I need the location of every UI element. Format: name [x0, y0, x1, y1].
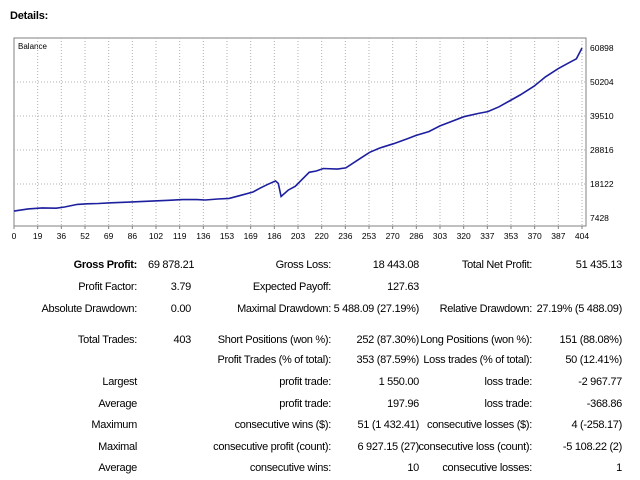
profit-factor-label: Profit Factor: — [78, 281, 137, 293]
absolute-drawdown-label: Absolute Drawdown: — [41, 303, 138, 315]
average-profit-value: 197.96 — [387, 398, 419, 410]
y-tick-label: 7428 — [590, 213, 609, 223]
x-tick-label: 203 — [291, 231, 305, 241]
y-tick-label: 39510 — [590, 111, 614, 121]
x-tick-label: 186 — [267, 231, 281, 241]
loss-trades-label: Loss trades (% of total): — [423, 354, 532, 366]
maximal-cons-profit-label: consecutive profit (count): — [213, 441, 331, 453]
x-tick-label: 136 — [196, 231, 210, 241]
average2-label: Average — [98, 462, 137, 474]
profit-trades-value: 353 (87.59%) — [356, 354, 420, 366]
short-positions-label: Short Positions (won %): — [217, 334, 332, 346]
gross-profit-label: Gross Profit: — [73, 259, 138, 271]
average-label: Average — [98, 398, 137, 410]
max-cons-losses-label: consecutive losses ($): — [427, 419, 532, 431]
expected-payoff-label: Expected Payoff: — [252, 281, 331, 293]
total-net-profit-label: Total Net Profit: — [461, 259, 532, 271]
average-loss-label: loss trade: — [484, 398, 533, 410]
maximal-cons-profit-value: 6 927.15 (27) — [357, 441, 419, 453]
x-tick-label: 236 — [338, 231, 352, 241]
x-tick-label: 19 — [33, 231, 43, 241]
x-tick-label: 320 — [457, 231, 471, 241]
max-cons-losses-value: 4 (-258.17) — [571, 419, 622, 431]
x-tick-label: 102 — [149, 231, 163, 241]
relative-drawdown-label: Relative Drawdown: — [439, 303, 533, 315]
balance-chart-svg: Balance 60898 50204 39510 28816 18122 7428 0 1… — [12, 37, 614, 241]
gross-loss-value: 18 443.08 — [372, 259, 420, 271]
long-positions-label: Long Positions (won %): — [420, 334, 532, 346]
x-tick-label: 36 — [57, 231, 67, 241]
largest-label: Largest — [102, 376, 137, 388]
largest-loss-label: loss trade: — [484, 376, 533, 388]
total-trades-value: 403 — [173, 334, 192, 346]
maximal-cons-loss-value: -5 108.22 (2) — [562, 441, 622, 453]
y-tick-label: 18122 — [590, 179, 614, 189]
x-tick-label: 370 — [528, 231, 542, 241]
x-tick-label: 286 — [409, 231, 423, 241]
maximum-label: Maximum — [91, 419, 137, 431]
average-loss-value: -368.86 — [586, 398, 623, 410]
x-tick-label: 404 — [575, 231, 589, 241]
largest-profit-value: 1 550.00 — [378, 376, 420, 388]
x-tick-label: 0 — [12, 231, 17, 241]
max-cons-wins-value: 51 (1 432.41) — [357, 419, 419, 431]
avg-cons-wins-label: consecutive wins: — [249, 462, 331, 474]
short-positions-value: 252 (87.30%) — [356, 334, 420, 346]
details-title: Details: — [10, 10, 49, 22]
chart-title: Balance — [18, 42, 47, 51]
total-trades-label: Total Trades: — [77, 334, 137, 346]
loss-trades-value: 50 (12.41%) — [565, 354, 622, 366]
average-profit-label: profit trade: — [279, 398, 331, 410]
x-tick-label: 52 — [80, 231, 90, 241]
maximal-drawdown-value: 5 488.09 (27.19%) — [333, 303, 420, 315]
largest-loss-value: -2 967.77 — [578, 376, 622, 388]
gross-profit-value: 69 878.21 — [148, 259, 195, 271]
balance-chart: Balance 60898 50204 39510 28816 18122 7428 0 1… — [0, 30, 640, 250]
relative-drawdown-value: 27.19% (5 488.09) — [536, 303, 623, 315]
y-tick-label: 50204 — [590, 77, 614, 87]
gross-loss-label: Gross Loss: — [275, 259, 332, 271]
maximal-cons-loss-label: consecutive loss (count): — [418, 441, 532, 453]
x-tick-label: 119 — [173, 231, 187, 241]
avg-cons-losses-label: consecutive losses: — [442, 462, 532, 474]
avg-cons-wins-value: 10 — [407, 462, 419, 474]
maximal-drawdown-label: Maximal Drawdown: — [237, 303, 331, 315]
y-tick-label: 60898 — [590, 43, 614, 53]
x-tick-label: 337 — [480, 231, 494, 241]
x-tick-label: 169 — [244, 231, 258, 241]
absolute-drawdown-value: 0.00 — [170, 303, 192, 315]
x-tick-label: 387 — [551, 231, 565, 241]
x-tick-label: 86 — [128, 231, 138, 241]
total-net-profit-value: 51 435.13 — [575, 259, 623, 271]
expected-payoff-value: 127.63 — [387, 281, 419, 293]
x-tick-label: 270 — [386, 231, 400, 241]
plot-area — [13, 37, 587, 227]
max-cons-wins-label: consecutive wins ($): — [234, 419, 332, 431]
profit-factor-value: 3.79 — [170, 281, 192, 293]
x-tick-label: 153 — [220, 231, 234, 241]
x-tick-label: 253 — [362, 231, 376, 241]
x-tick-label: 220 — [315, 231, 329, 241]
largest-profit-label: profit trade: — [279, 376, 331, 388]
y-tick-label: 28816 — [590, 145, 614, 155]
long-positions-value: 151 (88.08%) — [559, 334, 623, 346]
x-tick-label: 69 — [104, 231, 114, 241]
profit-trades-label: Profit Trades (% of total): — [217, 354, 331, 366]
avg-cons-losses-value: 1 — [616, 462, 622, 474]
maximal-label: Maximal — [98, 441, 137, 453]
x-tick-label: 353 — [504, 231, 518, 241]
x-tick-label: 303 — [433, 231, 447, 241]
balance-series-line — [13, 47, 583, 212]
